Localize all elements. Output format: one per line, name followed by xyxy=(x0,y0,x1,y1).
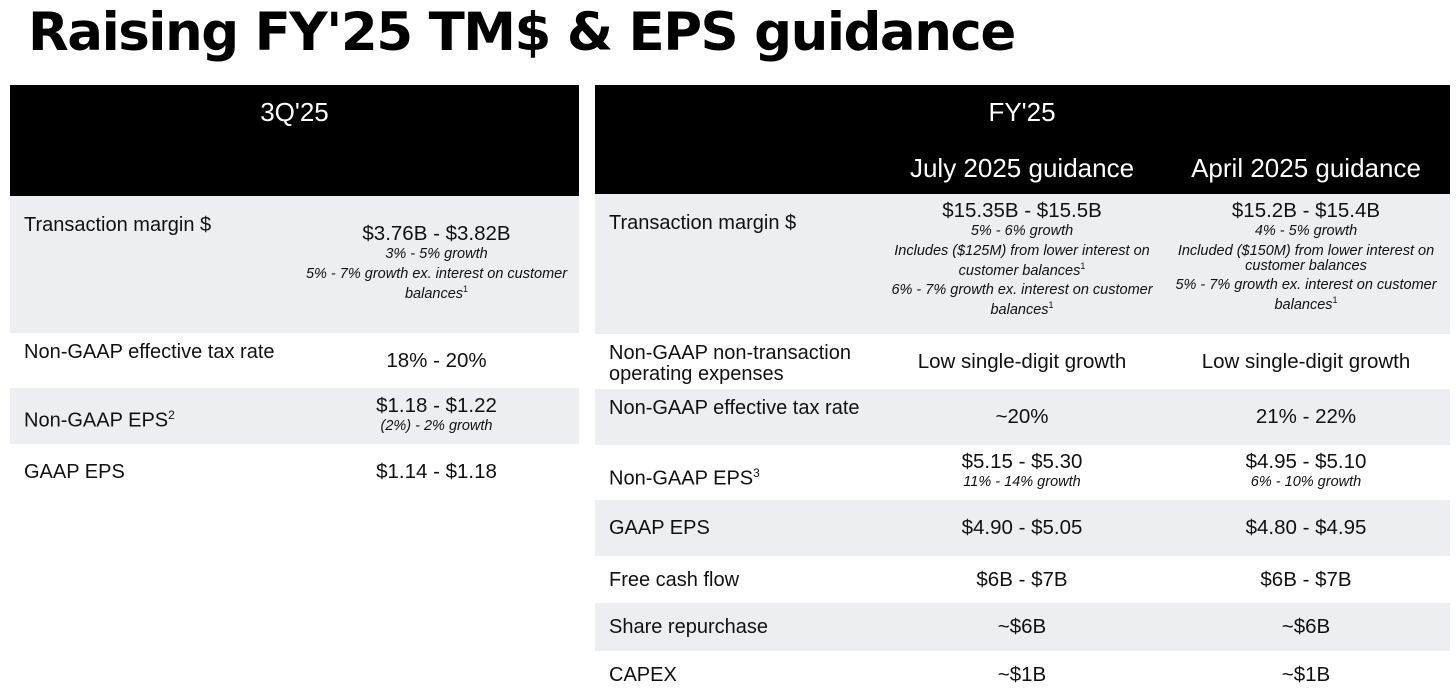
row-value-group-july: $5.15 - $5.30 11% - 14% growth xyxy=(880,450,1164,491)
column-header-april: April 2025 guidance xyxy=(1191,153,1421,183)
q3-guidance-table: 3Q'25 Transaction margin $ $3.76B - $3.8… xyxy=(10,85,579,500)
table-row: Transaction margin $ $3.76B - $3.82B 3% … xyxy=(10,196,579,333)
q3-header-label: 3Q'25 xyxy=(260,97,329,127)
table-row: Free cash flow $6B - $7B $6B - $7B xyxy=(595,556,1450,603)
fy-header-label: FY'25 xyxy=(988,97,1056,127)
table-row: Non-GAAP EPS2 $1.18 - $1.22 (2%) - 2% gr… xyxy=(10,388,579,444)
q3-header: 3Q'25 xyxy=(10,85,579,196)
table-row: Non-GAAP non-transaction operating expen… xyxy=(595,334,1450,389)
row-label: GAAP EPS xyxy=(24,461,125,483)
row-value-july: $6B - $7B xyxy=(976,568,1068,591)
row-value-april: Low single-digit growth xyxy=(1201,350,1411,373)
row-value-group-april: $4.95 - $5.10 6% - 10% growth xyxy=(1164,450,1448,491)
footnote-marker: 1 xyxy=(1080,261,1086,271)
row-label: Transaction margin $ xyxy=(24,214,212,236)
row-label: GAAP EPS xyxy=(609,517,710,539)
fy-header: FY'25 July 2025 guidance April 2025 guid… xyxy=(595,85,1450,194)
row-label: Non-GAAP effective tax rate xyxy=(609,397,860,419)
row-subtext: 6% - 7% growth ex. interest on customer … xyxy=(891,281,1153,318)
row-value: $5.15 - $5.30 xyxy=(961,450,1083,473)
row-subtext: (2%) - 2% growth xyxy=(380,418,493,434)
row-subtext: 11% - 14% growth xyxy=(963,474,1081,490)
row-subtext: 6% - 10% growth xyxy=(1250,474,1362,490)
table-row: Non-GAAP effective tax rate 18% - 20% xyxy=(10,333,579,388)
footnote-marker: 2 xyxy=(168,408,175,422)
row-value-july: ~20% xyxy=(995,405,1049,428)
page-title: Raising FY'25 TM$ & EPS guidance xyxy=(28,2,1016,63)
row-value: $1.14 - $1.18 xyxy=(376,460,497,483)
table-row: Share repurchase ~$6B ~$6B xyxy=(595,603,1450,651)
table-row: Transaction margin $ $15.35B - $15.5B 5%… xyxy=(595,194,1450,334)
row-subtext: 5% - 7% growth ex. interest on customer … xyxy=(1175,277,1437,313)
row-value: $1.18 - $1.22 xyxy=(376,394,497,417)
row-label: Free cash flow xyxy=(609,569,740,591)
row-subtext: 5% - 6% growth xyxy=(970,223,1074,239)
table-row: CAPEX ~$1B ~$1B xyxy=(595,651,1450,696)
row-value-april: 21% - 22% xyxy=(1255,405,1357,428)
row-label: Non-GAAP effective tax rate xyxy=(24,341,275,363)
row-label: CAPEX xyxy=(609,664,677,686)
row-value-group-july: $15.35B - $15.5B 5% - 6% growth Includes… xyxy=(885,199,1159,318)
table-row: Non-GAAP effective tax rate ~20% 21% - 2… xyxy=(595,389,1450,445)
footnote-marker: 1 xyxy=(1332,295,1338,305)
row-label: Transaction margin $ xyxy=(609,212,797,234)
table-row: GAAP EPS $1.14 - $1.18 xyxy=(10,444,579,500)
footnote-marker: 3 xyxy=(753,466,760,480)
row-subtext: 3% - 5% growth xyxy=(385,246,488,262)
row-value: $15.35B - $15.5B xyxy=(942,199,1102,222)
row-value-group: $1.18 - $1.22 (2%) - 2% growth xyxy=(290,394,583,435)
row-label: Share repurchase xyxy=(609,616,768,638)
row-value: $4.95 - $5.10 xyxy=(1245,450,1367,473)
row-subtext: Included ($150M) from lower interest on … xyxy=(1177,243,1435,274)
row-value-july: ~$1B xyxy=(997,663,1047,686)
row-value-april: $4.80 - $4.95 xyxy=(1245,516,1367,539)
row-value-group-april: $15.2B - $15.4B 4% - 5% growth Included … xyxy=(1169,199,1443,313)
row-label: Non-GAAP EPS3 xyxy=(609,466,760,490)
footnote-marker: 1 xyxy=(463,284,469,294)
row-value-group: $3.76B - $3.82B 3% - 5% growth 5% - 7% g… xyxy=(290,222,583,302)
row-subtext: 4% - 5% growth xyxy=(1254,223,1358,239)
table-row: Non-GAAP EPS3 $5.15 - $5.30 11% - 14% gr… xyxy=(595,445,1450,500)
row-subtext: 5% - 7% growth ex. interest on customer … xyxy=(305,266,568,302)
fy-guidance-table: FY'25 July 2025 guidance April 2025 guid… xyxy=(595,85,1450,696)
row-value: $15.2B - $15.4B xyxy=(1231,199,1381,222)
column-header-july: July 2025 guidance xyxy=(909,153,1135,183)
row-value-april: ~$6B xyxy=(1281,615,1331,638)
row-label: Non-GAAP EPS2 xyxy=(24,408,175,432)
row-value-april: ~$1B xyxy=(1281,663,1331,686)
row-subtext: Includes ($125M) from lower interest on … xyxy=(894,243,1150,279)
row-value-july: ~$6B xyxy=(997,615,1047,638)
row-value: 18% - 20% xyxy=(386,349,487,372)
footnote-marker: 1 xyxy=(1048,299,1054,310)
row-value: $3.76B - $3.82B xyxy=(362,222,511,245)
row-label: Non-GAAP non-transaction operating expen… xyxy=(609,342,851,385)
row-value-april: $6B - $7B xyxy=(1260,568,1352,591)
row-value-july: $4.90 - $5.05 xyxy=(961,516,1083,539)
table-row: GAAP EPS $4.90 - $5.05 $4.80 - $4.95 xyxy=(595,500,1450,556)
row-value-july: Low single-digit growth xyxy=(917,350,1127,373)
